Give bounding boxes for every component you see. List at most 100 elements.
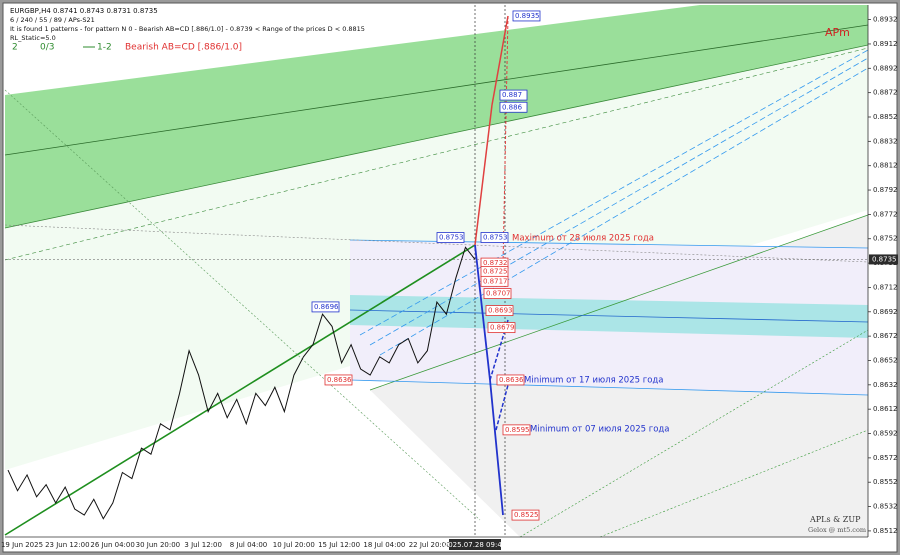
price-label-box bbox=[499, 89, 528, 101]
price-label: 0.8696 bbox=[314, 303, 339, 311]
price-label-box bbox=[502, 424, 531, 436]
annotation: Minimum от 17 июля 2025 года bbox=[524, 376, 663, 386]
status-item: 2 bbox=[12, 43, 18, 53]
level-line bbox=[349, 379, 869, 396]
price-label: 0.8717 bbox=[483, 277, 508, 285]
x-tick-label: 23 Jun 12:00 bbox=[45, 541, 89, 549]
x-tick-label: 18 Jul 04:00 bbox=[363, 541, 405, 549]
last-price-label: 0.8735 bbox=[872, 255, 897, 263]
x-tick-label: 3 Jul 12:00 bbox=[184, 541, 222, 549]
y-tick-label: 0.8672 bbox=[873, 332, 898, 340]
price-label: 0.8732 bbox=[483, 259, 508, 267]
price-label: 0.8693 bbox=[488, 307, 513, 315]
price-label-box bbox=[512, 10, 541, 22]
price-label-box bbox=[511, 509, 540, 521]
price-label: 0.8753 bbox=[483, 234, 508, 242]
annotation: Gelox @ mt5.com bbox=[808, 526, 866, 534]
pattern-line bbox=[474, 244, 491, 381]
status-item: Bearish AB=CD [.886/1.0] bbox=[125, 43, 242, 53]
pattern-line bbox=[495, 384, 509, 431]
y-tick-label: 0.8752 bbox=[873, 235, 898, 243]
info-line: It is found 1 patterns - for pattern N 0… bbox=[10, 25, 365, 33]
status-item: 1-2 bbox=[97, 43, 112, 53]
price-line bbox=[7, 246, 476, 520]
price-label-box bbox=[480, 275, 509, 287]
price-label: 0.8595 bbox=[505, 426, 530, 434]
dashed-line bbox=[4, 47, 869, 261]
drawing-objects bbox=[4, 5, 869, 538]
annotation: Maximum от 28 июля 2025 года bbox=[512, 234, 654, 244]
x-tick-label: 15 Jul 12:00 bbox=[318, 541, 360, 549]
green-channel bbox=[5, 5, 868, 228]
dotted-line bbox=[4, 89, 481, 521]
level-line bbox=[349, 239, 869, 249]
y-tick-label: 0.8572 bbox=[873, 454, 898, 462]
price-label: 0.8636 bbox=[327, 376, 352, 384]
y-tick-label: 0.8792 bbox=[873, 186, 898, 194]
y-tick-label: 0.8512 bbox=[873, 527, 898, 535]
price-label-box bbox=[311, 301, 340, 313]
annotation: APm bbox=[825, 26, 850, 39]
x-tick-label: 10 Jul 20:00 bbox=[273, 541, 315, 549]
price-label-box bbox=[480, 232, 509, 243]
x-tick-label: 30 Jun 20:00 bbox=[136, 541, 180, 549]
y-tick-label: 0.8612 bbox=[873, 405, 898, 413]
price-label: 0.8725 bbox=[483, 268, 508, 276]
x-tick-label: 26 Jun 04:00 bbox=[90, 541, 134, 549]
y-tick-label: 0.8892 bbox=[873, 64, 898, 72]
y-tick-label: 0.8812 bbox=[873, 162, 898, 170]
pattern-line bbox=[474, 104, 493, 246]
last-price-box bbox=[869, 254, 898, 265]
dashed-line bbox=[359, 49, 869, 336]
price-label: 0.8935 bbox=[515, 12, 540, 20]
dashed-line bbox=[379, 67, 869, 356]
price-label: 0.8525 bbox=[514, 511, 539, 519]
x-tick-label: 2025.07.28 09:41 bbox=[444, 541, 506, 549]
price-label-box bbox=[499, 101, 528, 113]
dotted-line bbox=[599, 429, 869, 538]
x-tick-label: 8 Jul 04:00 bbox=[230, 541, 268, 549]
price-label-box bbox=[496, 374, 525, 386]
pattern-line bbox=[491, 15, 509, 106]
info-line: 6 / 240 / 55 / 89 / APs-S21 bbox=[10, 16, 95, 24]
y-tick-label: 0.8712 bbox=[873, 283, 898, 291]
y-tick-label: 0.8832 bbox=[873, 137, 898, 145]
teal-band bbox=[350, 295, 868, 338]
pattern-line bbox=[489, 319, 509, 381]
x-tick-label: 19 Jun 2025 bbox=[1, 541, 43, 549]
channel-line bbox=[4, 44, 869, 229]
dashed-line bbox=[369, 57, 869, 346]
time-box bbox=[449, 539, 501, 550]
y-tick-label: 0.8852 bbox=[873, 113, 898, 121]
chart-title: EURGBP,H4 0.8741 0.8743 0.8731 0.8735 bbox=[10, 7, 158, 15]
price-label: 0.8679 bbox=[490, 324, 515, 332]
status-item: 0/3 bbox=[40, 43, 54, 53]
y-tick-label: 0.8772 bbox=[873, 210, 898, 218]
pattern-line bbox=[489, 379, 504, 516]
y-tick-label: 0.8932 bbox=[873, 16, 898, 24]
price-label: 0.8636 bbox=[499, 376, 524, 384]
level-line bbox=[349, 309, 869, 323]
y-tick-label: 0.8532 bbox=[873, 503, 898, 511]
dotted-line bbox=[519, 329, 869, 538]
trend-line bbox=[4, 244, 476, 536]
y-tick-label: 0.8872 bbox=[873, 89, 898, 97]
y-tick-label: 0.8592 bbox=[873, 430, 898, 438]
channel-midline bbox=[4, 24, 869, 156]
info-line: RL_Static=5.0 bbox=[10, 34, 56, 42]
y-tick-label: 0.8692 bbox=[873, 308, 898, 316]
y-tick-label: 0.8632 bbox=[873, 381, 898, 389]
annotation: APLs & ZUP bbox=[809, 515, 861, 524]
y-tick-label: 0.8652 bbox=[873, 356, 898, 364]
price-label-box bbox=[485, 305, 514, 316]
y-tick-label: 0.8552 bbox=[873, 478, 898, 486]
y-tick-label: 0.8912 bbox=[873, 40, 898, 48]
pattern-line bbox=[502, 15, 509, 266]
annotation: Minimum от 07 июля 2025 года bbox=[530, 425, 669, 435]
price-label-box bbox=[487, 322, 516, 334]
price-label: 0.8707 bbox=[486, 290, 511, 298]
price-label: 0.886 bbox=[502, 103, 523, 111]
trend-line bbox=[369, 214, 869, 391]
price-label-box bbox=[483, 288, 512, 299]
